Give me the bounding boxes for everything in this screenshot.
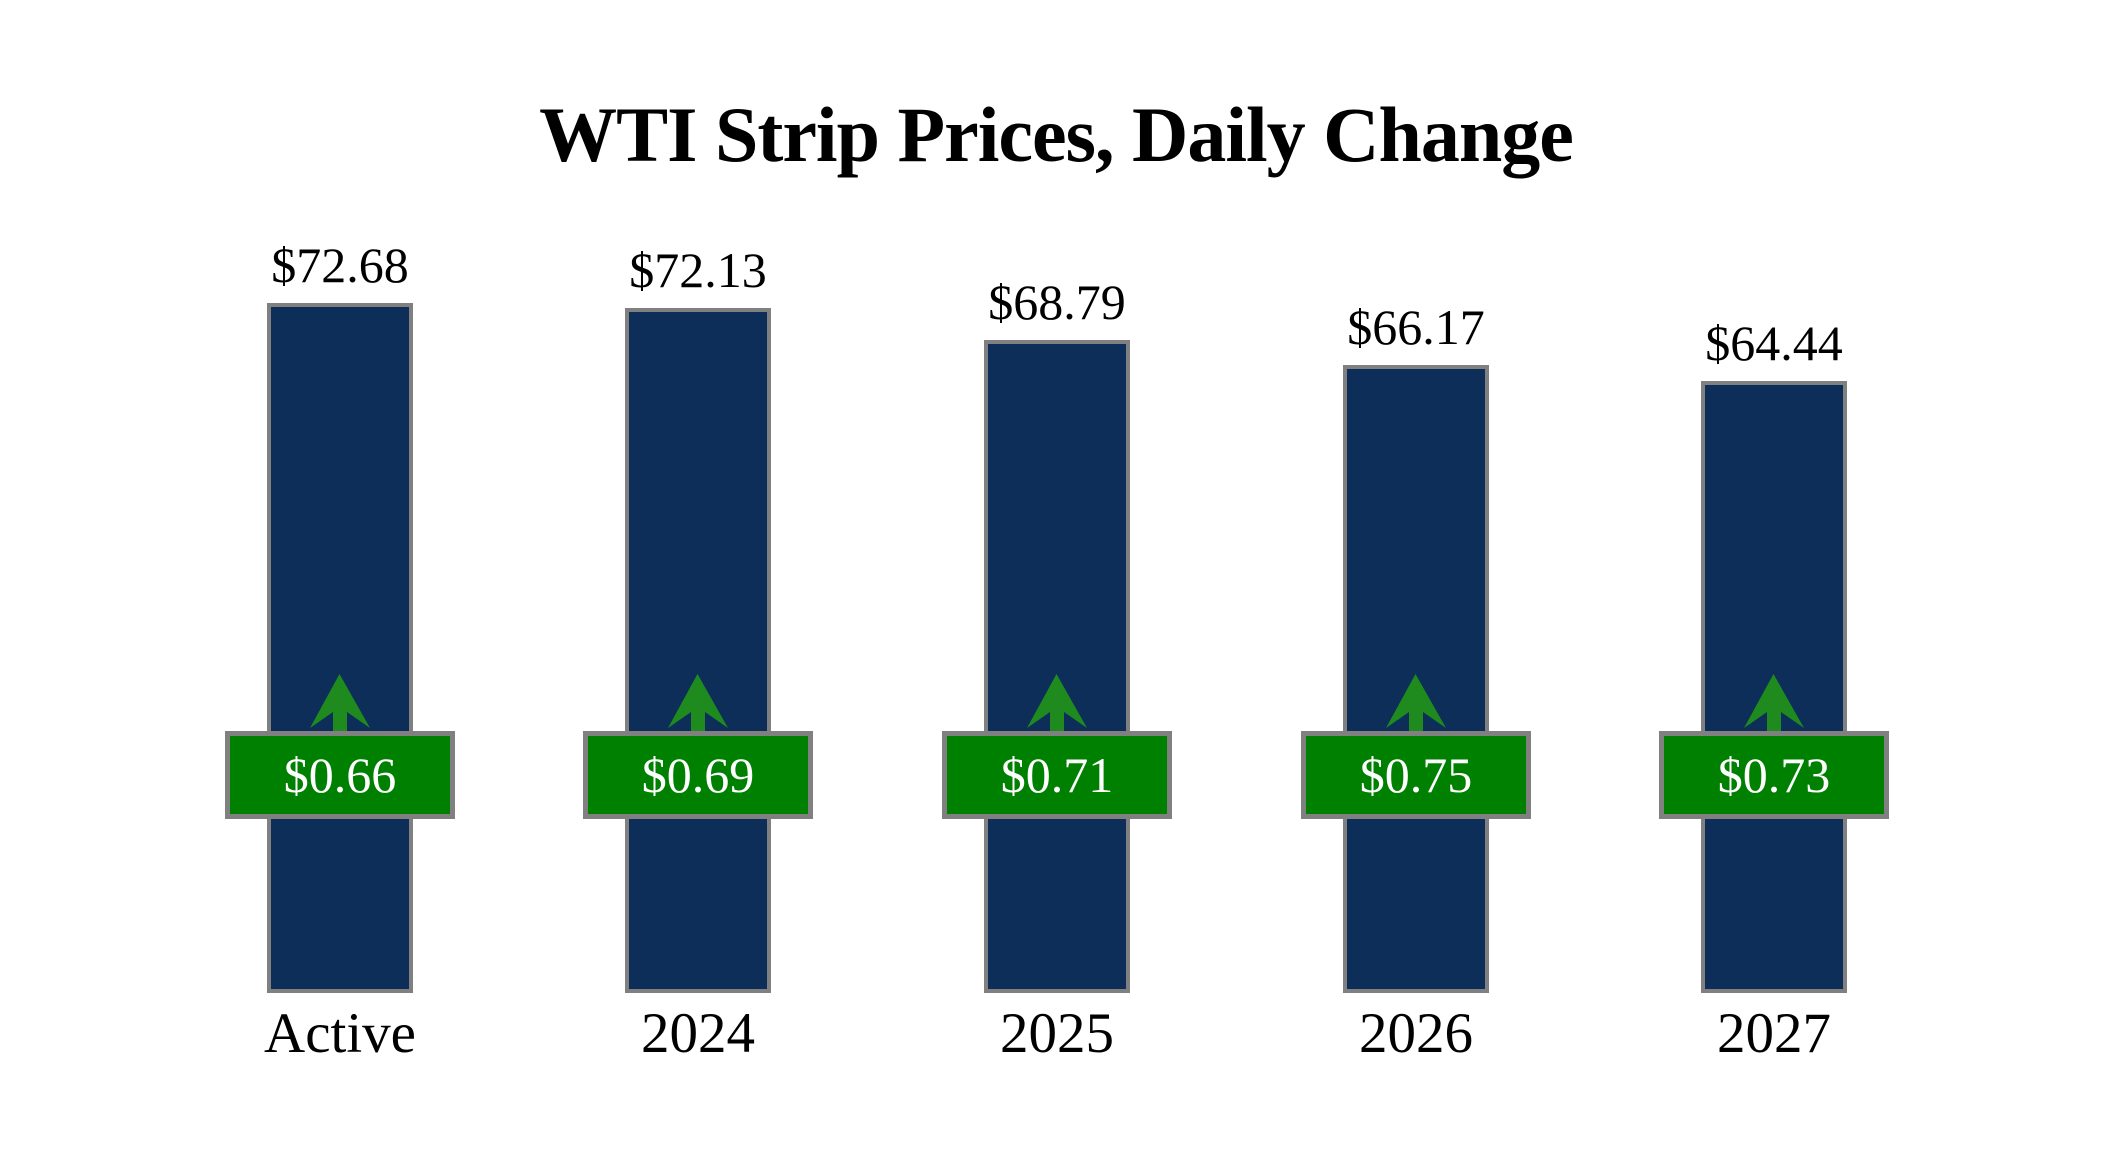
up-arrow-icon xyxy=(1027,674,1087,731)
up-arrow-icon xyxy=(1386,674,1446,731)
up-arrow-icon xyxy=(1744,674,1804,731)
category-label: 2027 xyxy=(1717,1002,1831,1065)
category-label: Active xyxy=(264,1002,416,1065)
daily-change-badge: $0.73 xyxy=(1659,731,1889,819)
strip-price-label: $72.13 xyxy=(629,242,767,298)
category-label: 2024 xyxy=(641,1002,755,1065)
daily-change-badge: $0.75 xyxy=(1301,731,1531,819)
strip-price-label: $64.44 xyxy=(1705,315,1843,371)
strip-price-label: $66.17 xyxy=(1347,299,1485,355)
strip-price-bar xyxy=(984,340,1130,993)
chart-title: WTI Strip Prices, Daily Change xyxy=(539,91,1574,178)
strip-price-label: $72.68 xyxy=(271,237,409,293)
category-label: 2026 xyxy=(1359,1002,1473,1065)
up-arrow-icon xyxy=(668,674,728,731)
strip-price-bar xyxy=(625,308,771,993)
category-label: 2025 xyxy=(1000,1002,1114,1065)
daily-change-badge: $0.71 xyxy=(942,731,1172,819)
daily-change-badge: $0.66 xyxy=(225,731,455,819)
up-arrow-icon xyxy=(310,674,370,731)
strip-price-bar xyxy=(267,303,413,993)
strip-price-label: $68.79 xyxy=(988,274,1126,330)
daily-change-badge: $0.69 xyxy=(583,731,813,819)
